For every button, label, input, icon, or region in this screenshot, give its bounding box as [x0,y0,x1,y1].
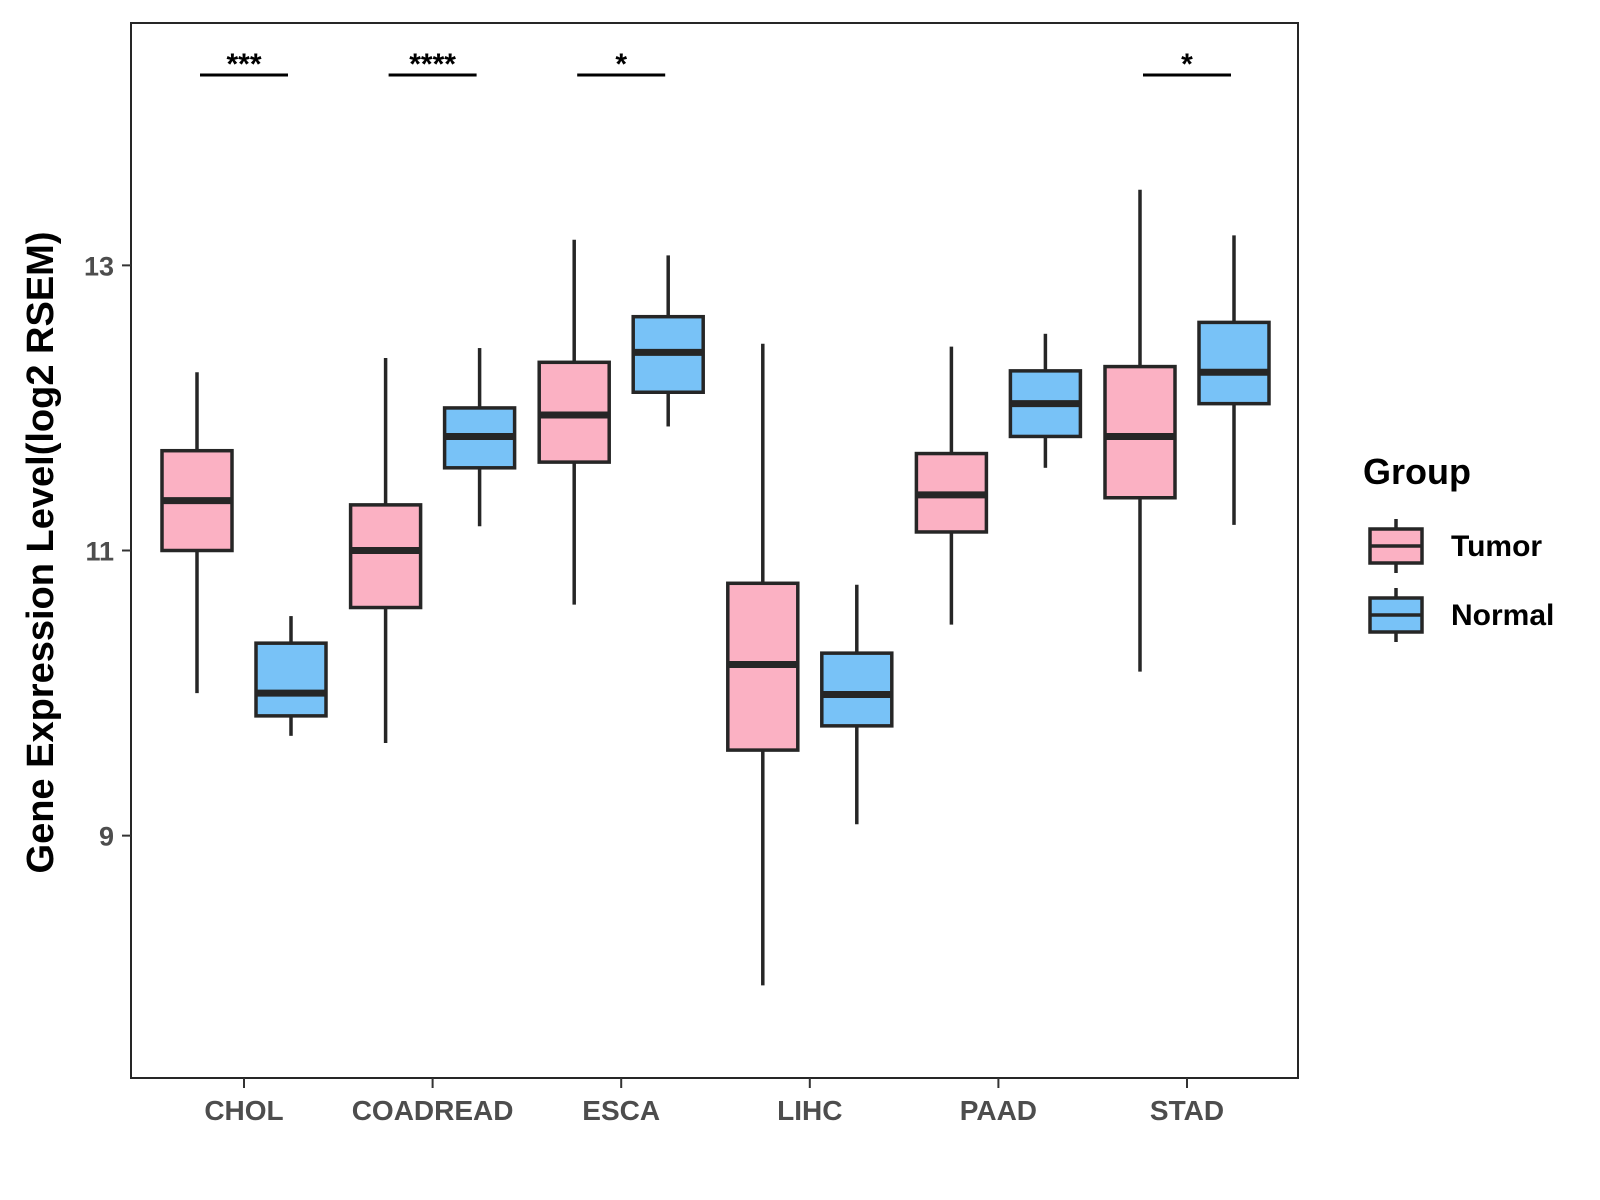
significance-label: * [1181,48,1193,81]
box-body [1197,320,1271,406]
box-stad-normal [1197,235,1271,525]
significance-stad: * [1143,48,1231,81]
box-lihc-normal [820,584,894,825]
box-esca-tumor [537,239,611,605]
x-tick-label: COADREAD [352,1095,514,1126]
legend-item-tumor: Tumor [1368,519,1542,573]
x-tick-label: LIHC [777,1095,842,1126]
significance-label: * [615,48,627,81]
legend-label: Tumor [1451,530,1542,563]
box-chol-tumor [160,372,234,694]
legend-label: Normal [1451,599,1554,632]
significance-esca: * [577,48,666,81]
legend-title: Group [1363,451,1471,492]
box-body [254,641,328,718]
box-body [820,651,894,728]
box-lihc-tumor [726,343,800,986]
legend-item-normal: Normal [1368,588,1554,642]
y-tick-label: 9 [99,822,114,852]
box-body [1103,364,1177,500]
x-tick-label: CHOL [204,1095,283,1126]
box-paad-tumor [914,346,989,625]
box-esca-normal [631,255,705,427]
box-body [348,503,423,610]
box-coadread-tumor [348,358,423,743]
significance-chol: *** [200,48,288,81]
box-coadread-normal [442,348,517,527]
plot-marks: *** **** * * [160,48,1271,986]
box-stad-tumor [1103,189,1177,672]
axes: 9 11 13 CHOL COADREAD ESCA LIHC PAAD STAD Gene Ex… [20,232,1224,1126]
y-tick-label: 13 [84,251,114,281]
y-tick-label: 11 [85,537,114,567]
x-tick-label: ESCA [582,1095,660,1126]
significance-label: **** [409,48,456,81]
box-chol-normal [254,616,328,736]
significance-label: *** [226,48,261,81]
x-tick-label: STAD [1150,1095,1224,1126]
legend: Group Tumor Normal [1363,451,1554,642]
x-tick-label: PAAD [960,1095,1037,1126]
box-paad-normal [1008,333,1083,468]
y-axis-title: Gene Expression Level(log2 RSEM) [20,232,62,874]
significance-coadread: **** [388,48,477,81]
